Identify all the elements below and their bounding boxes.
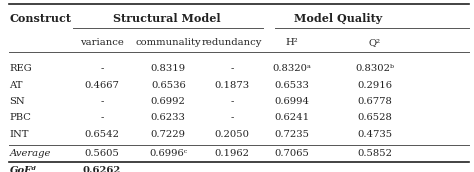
- Text: Structural Model: Structural Model: [113, 13, 221, 24]
- Text: 0.8319: 0.8319: [151, 64, 186, 73]
- Text: -: -: [230, 97, 234, 106]
- Text: 0.6536: 0.6536: [151, 81, 186, 90]
- Text: 0.6542: 0.6542: [84, 130, 119, 139]
- Text: REG: REG: [9, 64, 32, 73]
- Text: -: -: [230, 113, 234, 122]
- Text: 0.7235: 0.7235: [274, 130, 309, 139]
- Text: variance: variance: [80, 38, 124, 47]
- Text: Average: Average: [9, 149, 51, 158]
- Text: redundancy: redundancy: [202, 38, 263, 47]
- Text: GoFᵈ: GoFᵈ: [9, 166, 36, 172]
- Text: 0.7065: 0.7065: [274, 149, 309, 158]
- Text: 0.1962: 0.1962: [215, 149, 250, 158]
- Text: -: -: [230, 64, 234, 73]
- Text: 0.4735: 0.4735: [357, 130, 392, 139]
- Text: 0.6262: 0.6262: [83, 166, 121, 172]
- Text: 0.6992: 0.6992: [151, 97, 186, 106]
- Text: communality: communality: [136, 38, 201, 47]
- Text: 0.5852: 0.5852: [357, 149, 392, 158]
- Text: 0.6994: 0.6994: [274, 97, 309, 106]
- Text: -: -: [100, 97, 104, 106]
- Text: 0.6533: 0.6533: [274, 81, 309, 90]
- Text: 0.7229: 0.7229: [151, 130, 186, 139]
- Text: PBC: PBC: [9, 113, 31, 122]
- Text: 0.6241: 0.6241: [274, 113, 309, 122]
- Text: 0.2916: 0.2916: [357, 81, 392, 90]
- Text: Model Quality: Model Quality: [293, 13, 382, 24]
- Text: SN: SN: [9, 97, 25, 106]
- Text: 0.6233: 0.6233: [151, 113, 186, 122]
- Text: 0.6778: 0.6778: [357, 97, 392, 106]
- Text: INT: INT: [9, 130, 29, 139]
- Text: 0.1873: 0.1873: [215, 81, 250, 90]
- Text: 0.8302ᵇ: 0.8302ᵇ: [355, 64, 394, 73]
- Text: 0.5605: 0.5605: [84, 149, 119, 158]
- Text: 0.6528: 0.6528: [357, 113, 392, 122]
- Text: 0.2050: 0.2050: [215, 130, 250, 139]
- Text: 0.4667: 0.4667: [84, 81, 119, 90]
- Text: Q²: Q²: [368, 38, 381, 47]
- Text: -: -: [100, 113, 104, 122]
- Text: -: -: [100, 64, 104, 73]
- Text: 0.6996ᶜ: 0.6996ᶜ: [149, 149, 187, 158]
- Text: H²: H²: [285, 38, 298, 47]
- Text: AT: AT: [9, 81, 23, 90]
- Text: 0.8320ᵃ: 0.8320ᵃ: [272, 64, 311, 73]
- Text: Construct: Construct: [9, 13, 72, 24]
